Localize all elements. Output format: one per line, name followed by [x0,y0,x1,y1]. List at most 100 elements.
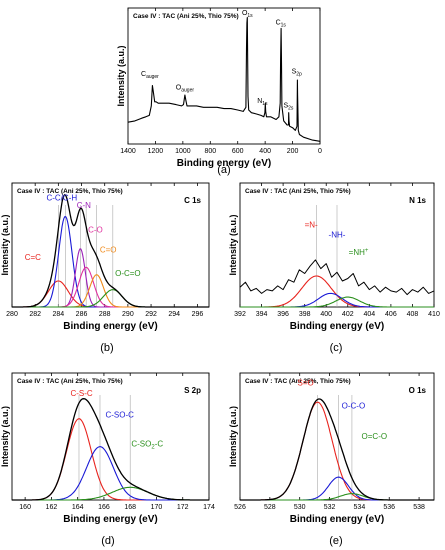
chart-title: Case IV : TAC (Ani 25%, Thio 75%) [17,188,123,195]
x-tick-label: 536 [383,504,395,511]
x-tick-label: 410 [428,311,440,318]
x-axis-label: Binding energy (eV) [63,514,157,525]
peak-label-text: C-N [77,201,91,210]
x-tick-label: 164 [72,504,84,511]
raw-spectrum-line [239,259,435,296]
x-tick-label: 168 [124,504,136,511]
x-tick-label: 406 [385,311,397,318]
x-tick-label: 296 [192,311,204,318]
peak-label: C-C/C-H [46,193,77,202]
peak-label: O-C-O [342,402,366,411]
x-tick-label: 292 [145,311,157,318]
peak-label: C-S-C [70,389,92,398]
x-tick-label: 600 [232,148,244,155]
panel-c-n1s-spectrum: 392 394 396 398 400 402 404 406 408 410 Binding en… [228,182,440,332]
x-tick-label: 284 [53,311,65,318]
x-tick-label: 1200 [148,148,164,155]
envelope-line [240,398,434,501]
x-tick-label: 174 [203,504,215,511]
annotation-label: S [292,68,297,75]
annotation-subscript: 1s [262,101,268,107]
fitted-peak-line [240,296,434,308]
peak-label-text: O=C-O [362,432,388,441]
peak-label-text: C=C [25,253,41,262]
caption-d: (d) [101,535,114,547]
x-tick-label: 402 [342,311,354,318]
chart-title: Case IV : TAC (Ani 25%, Thio 75%) [245,188,351,195]
peak-annotation: S2p [292,68,302,77]
panel-e-o1s-spectrum: 526 528 530 532 534 536 538 Binding energy (eV)… [228,372,435,525]
caption-a: (a) [217,164,230,176]
plot-frame [239,372,435,501]
x-tick-label: 290 [122,311,134,318]
peak-label-text: C-S-C [70,389,92,398]
x-tick-label: 280 [6,311,18,318]
y-axis-label: Intensity (a.u.) [0,214,10,275]
x-tick-label: 538 [413,504,425,511]
peak-label-suffix: -C [155,440,164,449]
peak-label-text: S=O [298,379,314,388]
corner-label: N 1s [409,196,426,205]
peak-label-text: O-C-O [342,402,366,411]
peak-label: C-O [88,226,103,235]
x-tick-label: 166 [98,504,110,511]
annotation-label: C [141,71,146,78]
chart-title: Case IV : TAC (Ani 25%, Thio 75%) [17,378,123,385]
x-tick-label: 392 [234,311,246,318]
x-tick-label: 408 [407,311,419,318]
x-tick-label: 0 [318,148,322,155]
peak-label-text: C-O [88,226,103,235]
x-tick-label: 400 [320,311,332,318]
caption-e: (e) [329,535,342,547]
envelope-line [12,193,209,308]
peak-annotation: Cauger [141,71,159,80]
peak-label: C=C [25,253,41,262]
annotation-label: S [283,102,288,109]
annotation-subscript: 1s [247,13,253,19]
annotation-subscript: 2p [296,71,302,77]
x-tick-label: 160 [19,504,31,511]
x-tick-label: 398 [299,311,311,318]
chart-title: Case IV : TAC (Ani 25%, Thio 75%) [245,378,351,385]
annotation-label: O [242,10,248,17]
corner-label: C 1s [184,196,201,205]
peak-annotation: S2s [283,102,293,111]
x-tick-label: 286 [76,311,88,318]
caption-b: (b) [100,342,113,354]
peak-label-superscript: + [365,248,369,254]
peak-label-subscript: 2 [151,445,155,451]
peak-label-text: =NH [349,248,365,257]
peak-annotation: O1s [242,10,253,19]
x-tick-label: 532 [324,504,336,511]
peak-annotation: Oauger [176,85,195,94]
x-tick-label: 1000 [175,148,191,155]
x-axis-label: Binding energy (eV) [290,514,384,525]
peak-annotation: N1s [257,98,268,107]
x-tick-label: 200 [287,148,299,155]
panel-a-survey-spectrum: 1400 1200 1000 800 600 400 200 0 Binding energy … [116,7,322,169]
y-axis-label: Intensity (a.u.) [0,406,10,467]
x-axis-label: Binding energy (eV) [290,321,384,332]
peak-label-text: =N- [305,221,318,230]
peak-label: O-C=O [115,269,141,278]
x-tick-label: 534 [354,504,366,511]
envelope-line [12,398,209,501]
x-tick-label: 526 [234,504,246,511]
peak-label: =N- [305,221,318,230]
peak-label-text: O-C=O [115,269,141,278]
plot-frame [11,372,210,501]
x-tick-label: 396 [277,311,289,318]
peak-label: C-N [77,201,91,210]
peak-label-text: C-C/C-H [46,193,77,202]
peak-label: O=C-O [362,432,388,441]
plot-frame [127,7,321,145]
x-tick-label: 1400 [120,148,136,155]
caption-c: (c) [330,342,343,354]
x-tick-label: 172 [177,504,189,511]
x-axis-label: Binding energy (eV) [177,158,271,169]
x-axis-label: Binding energy (eV) [63,321,157,332]
y-axis-label: Intensity (a.u.) [228,214,238,275]
peak-label-text: -NH- [329,231,346,240]
